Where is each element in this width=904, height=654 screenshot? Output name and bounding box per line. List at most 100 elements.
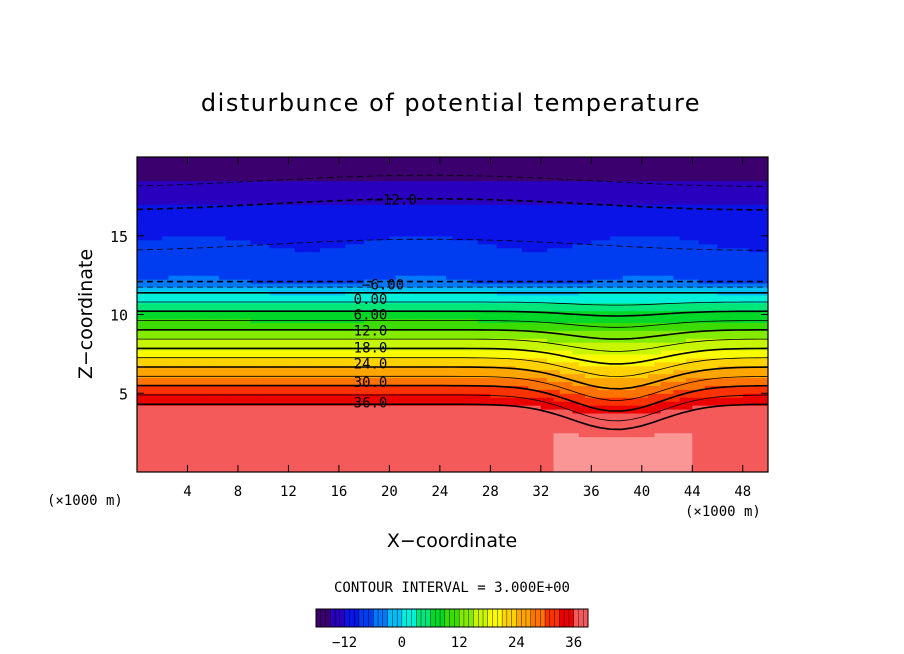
heat-cell [187,168,195,174]
heat-cell [212,180,220,186]
heat-cell [420,424,428,430]
heat-cell [319,440,327,446]
heat-cell [244,353,252,359]
heat-cell [452,255,460,260]
heat-cell [357,361,365,367]
heat-cell [357,452,365,457]
heat-cell [338,192,346,197]
heat-cell [370,448,378,453]
heat-cell [256,436,264,442]
heat-cell [446,409,454,414]
heat-cell [521,326,529,331]
heat-cell [181,223,189,229]
heat-cell [162,314,170,320]
heat-cell [427,275,435,280]
heat-cell [313,342,321,347]
heat-cell [452,460,460,465]
heat-cell [282,172,290,178]
heat-cell [288,212,296,217]
heat-cell [446,338,454,343]
heat-cell [395,464,403,469]
heat-cell [452,401,460,406]
heat-cell [402,456,409,461]
heat-cell [490,353,498,359]
heat-cell [515,286,523,292]
heat-cell [219,365,226,371]
heat-cell [433,200,441,205]
heat-cell [307,208,315,213]
heat-cell [206,157,214,162]
heat-cell [149,440,157,446]
heat-cell [155,200,163,205]
heat-cell [206,168,214,174]
heat-cell [521,247,529,253]
heat-cell [155,322,163,327]
heat-cell [477,251,485,257]
heat-cell [288,306,296,312]
heat-cell [250,267,258,272]
heat-cell [174,157,182,162]
heat-cell [446,428,454,434]
heat-cell [231,369,239,375]
heat-cell [294,239,302,245]
heat-cell [370,200,378,205]
heat-cell [326,424,334,430]
heat-cell [155,302,163,308]
heat-cell [326,255,334,260]
heat-cell [433,160,441,166]
heat-cell [181,279,189,284]
heat-cell [313,235,321,241]
heat-cell [502,389,510,394]
heat-cell [332,322,340,327]
heat-cell [433,460,441,465]
heat-cell [370,180,378,186]
heat-cell [395,212,403,217]
heat-cell [427,164,435,170]
heat-cell [357,239,365,245]
heat-cell [174,420,182,426]
heat-cell [402,409,409,414]
heat-cell [219,444,226,449]
heat-cell [515,271,523,276]
heat-cell [427,334,435,339]
heat-cell [408,357,416,363]
heat-cell [471,188,479,194]
heat-cell [212,200,220,205]
heat-cell [427,310,435,316]
heat-cell [187,239,195,245]
heat-cell [256,259,264,264]
heat-cell [200,460,208,465]
heat-cell [200,286,208,292]
heat-cell [225,460,233,465]
heat-cell [256,196,264,201]
heat-cell [313,168,321,174]
heat-cell [458,298,466,304]
heat-cell [357,373,365,379]
heat-cell [458,283,466,288]
heat-cell [168,373,176,379]
heat-cell [155,432,163,438]
heat-cell [137,310,144,316]
heat-cell [294,223,302,229]
heat-cell [181,416,189,422]
heat-cell [269,448,277,453]
heat-cell [307,322,315,327]
heat-cell [446,314,454,320]
heat-cell [143,444,151,449]
heat-cell [471,302,479,308]
heat-cell [326,200,334,205]
heat-cell [326,184,334,190]
heat-cell [338,456,346,461]
heat-cell [496,416,504,422]
heat-cell [496,243,504,249]
heat-cell [484,314,491,320]
heat-cell [515,220,523,225]
heat-cell [477,310,485,316]
heat-cell [345,389,353,394]
heat-cell [231,330,239,335]
heat-cell [250,452,258,457]
heat-cell [484,373,491,379]
heat-cell [200,196,208,201]
heat-cell [383,212,390,217]
heat-cell [414,302,422,308]
